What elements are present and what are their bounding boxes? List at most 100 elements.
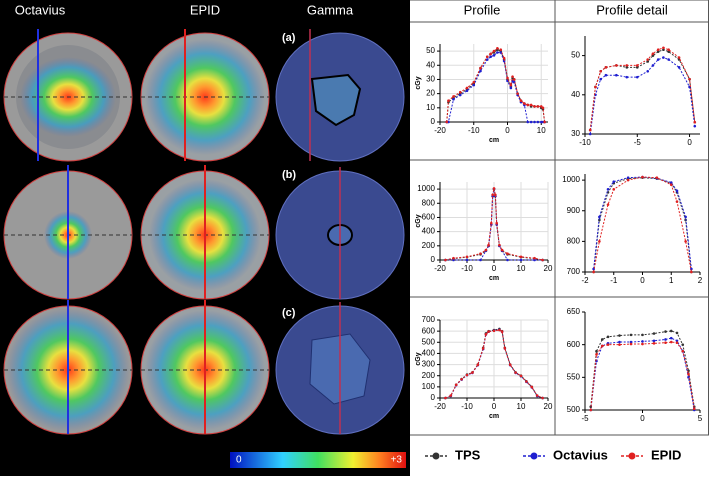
- data-point: [506, 258, 509, 262]
- data-point: [499, 51, 503, 54]
- data-point: [646, 69, 650, 73]
- data-point: [496, 51, 499, 54]
- panel-label: (a): [282, 32, 296, 44]
- column-header: EPID: [190, 2, 220, 17]
- data-point: [652, 332, 656, 335]
- data-point: [662, 46, 665, 50]
- data-point: [499, 48, 503, 51]
- data-point: [606, 188, 610, 191]
- x-tick-label: -20: [434, 264, 446, 273]
- x-tick-label: 0: [492, 402, 497, 411]
- data-point: [693, 124, 697, 128]
- y-tick-label: 600: [567, 340, 581, 349]
- data-point: [506, 76, 509, 80]
- data-point: [511, 75, 514, 78]
- data-point: [635, 75, 639, 79]
- data-point: [460, 377, 463, 381]
- data-point: [526, 120, 530, 124]
- y-axis-label: cGy: [415, 214, 422, 227]
- data-point: [533, 256, 536, 260]
- data-point: [487, 243, 490, 247]
- data-point: [508, 363, 512, 367]
- data-point: [485, 55, 489, 59]
- data-point: [589, 408, 593, 412]
- data-point: [664, 341, 667, 345]
- data-point: [656, 58, 660, 61]
- data-point: [449, 394, 453, 397]
- data-point: [529, 103, 533, 107]
- y-tick-label: 30: [571, 129, 580, 138]
- x-tick-label: 0: [640, 414, 645, 423]
- series-line: [593, 177, 692, 273]
- data-point: [502, 56, 506, 60]
- x-tick-label: -5: [634, 138, 642, 147]
- data-point: [516, 92, 519, 95]
- data-point: [519, 99, 523, 103]
- data-point: [669, 336, 673, 340]
- data-point: [626, 176, 630, 179]
- data-point: [471, 371, 474, 374]
- x-tick-label: 10: [537, 126, 546, 135]
- column-header: Octavius: [15, 2, 66, 17]
- image-panels: [3, 29, 405, 435]
- data-point: [595, 349, 598, 353]
- y-tick-label: 300: [422, 360, 436, 369]
- colorbar-max: +3: [391, 455, 403, 466]
- x-tick-label: -20: [434, 126, 446, 135]
- y-tick-label: 600: [422, 213, 436, 222]
- data-point: [487, 330, 490, 333]
- line-chart: 0 10 20 30 40 50 -20 -10 0 10 cm cGy: [415, 44, 548, 144]
- y-tick-label: 600: [422, 326, 436, 335]
- x-tick-label: 0: [687, 138, 692, 147]
- data-point: [635, 64, 639, 67]
- x-axis-label: cm: [489, 137, 499, 144]
- data-point: [651, 64, 655, 67]
- y-tick-label: 0: [431, 255, 436, 264]
- data-point: [618, 334, 621, 337]
- line-chart: 700 800 900 1000 -2 -1 0 1 2: [562, 174, 703, 285]
- data-point: [656, 50, 660, 53]
- data-point: [693, 120, 697, 124]
- panel-label: (b): [282, 169, 296, 181]
- data-point: [641, 342, 644, 346]
- data-point: [498, 243, 501, 247]
- y-tick-label: 40: [426, 60, 435, 69]
- data-point: [669, 183, 673, 187]
- data-point: [530, 385, 534, 389]
- y-tick-label: 30: [426, 75, 435, 84]
- data-point: [612, 188, 616, 191]
- y-tick-label: 50: [426, 46, 435, 55]
- line-chart: 0 100 200 300 400 500 600 700 -20 -10 0 10 20 cm cGy: [415, 315, 553, 420]
- data-point: [655, 176, 659, 179]
- data-point: [615, 73, 618, 77]
- data-point: [598, 240, 601, 243]
- data-point: [692, 407, 696, 410]
- data-point: [492, 54, 496, 57]
- data-point: [629, 340, 633, 344]
- data-point: [492, 329, 496, 333]
- data-point: [677, 58, 681, 61]
- data-point: [599, 77, 602, 81]
- data-point: [541, 106, 545, 110]
- series-line: [446, 47, 546, 123]
- data-point: [664, 338, 667, 341]
- data-point: [588, 128, 592, 132]
- data-point: [519, 255, 523, 259]
- x-tick-label: -20: [434, 402, 446, 411]
- data-point: [598, 215, 601, 219]
- data-point: [618, 340, 621, 344]
- data-point: [489, 52, 492, 56]
- y-tick-label: 10: [426, 103, 435, 112]
- data-point: [476, 363, 480, 367]
- data-point: [495, 221, 499, 225]
- data-point: [500, 330, 504, 333]
- legend-marker: [530, 452, 538, 460]
- legend: TPS Octavius EPID: [425, 447, 681, 462]
- data-point: [675, 339, 679, 343]
- legend-label: EPID: [651, 447, 681, 462]
- data-point: [525, 380, 528, 383]
- data-point: [652, 342, 656, 345]
- data-point: [675, 341, 679, 345]
